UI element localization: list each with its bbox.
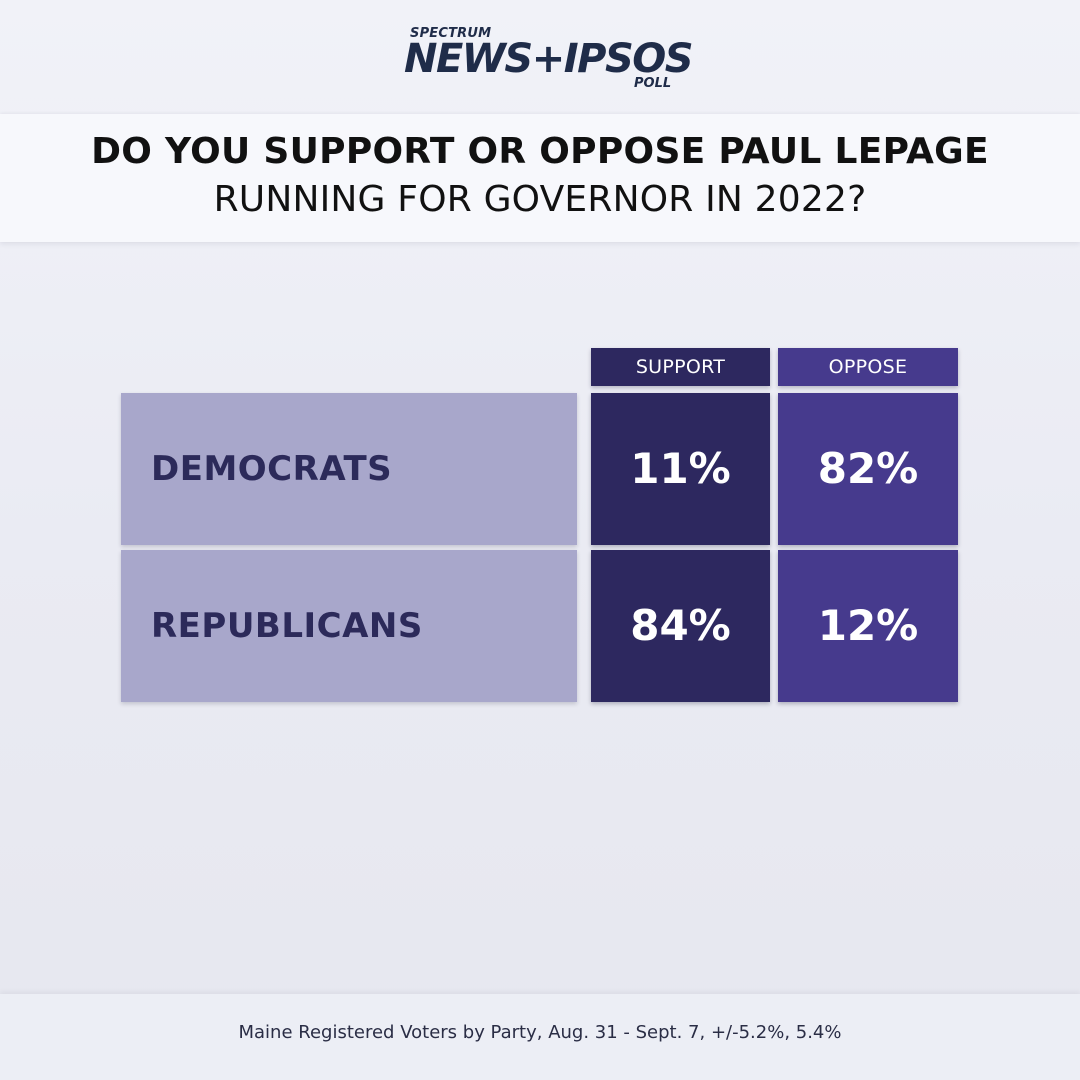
- cell-republicans-support: 84%: [591, 550, 770, 702]
- row-label-text: DEMOCRATS: [151, 449, 393, 489]
- row-label-democrats: DEMOCRATS: [121, 393, 577, 545]
- brand-logo: SPECTRUM NEWS+IPSOS POLL: [0, 22, 1080, 102]
- logo-wordmark: SPECTRUM NEWS+IPSOS POLL: [404, 22, 694, 102]
- title-band: DO YOU SUPPORT OR OPPOSE PAUL LEPAGE RUN…: [0, 114, 1080, 242]
- logo-news-ipsos-text: NEWS+IPSOS: [404, 36, 694, 82]
- footer-bar: Maine Registered Voters by Party, Aug. 3…: [0, 994, 1080, 1080]
- row-label-republicans: REPUBLICANS: [121, 550, 577, 702]
- page-subtitle: RUNNING FOR GOVERNOR IN 2022?: [213, 179, 867, 220]
- cell-democrats-oppose: 82%: [778, 393, 958, 545]
- cell-democrats-support: 11%: [591, 393, 770, 545]
- column-header-support: SUPPORT: [591, 348, 770, 386]
- column-header-oppose: OPPOSE: [778, 348, 958, 386]
- footer-note: Maine Registered Voters by Party, Aug. 3…: [238, 1022, 842, 1043]
- row-label-text: REPUBLICANS: [151, 606, 423, 646]
- logo-poll-text: POLL: [634, 76, 672, 91]
- page-title: DO YOU SUPPORT OR OPPOSE PAUL LEPAGE: [91, 131, 989, 172]
- logo-spectrum-text: SPECTRUM: [410, 26, 492, 41]
- cell-republicans-oppose: 12%: [778, 550, 958, 702]
